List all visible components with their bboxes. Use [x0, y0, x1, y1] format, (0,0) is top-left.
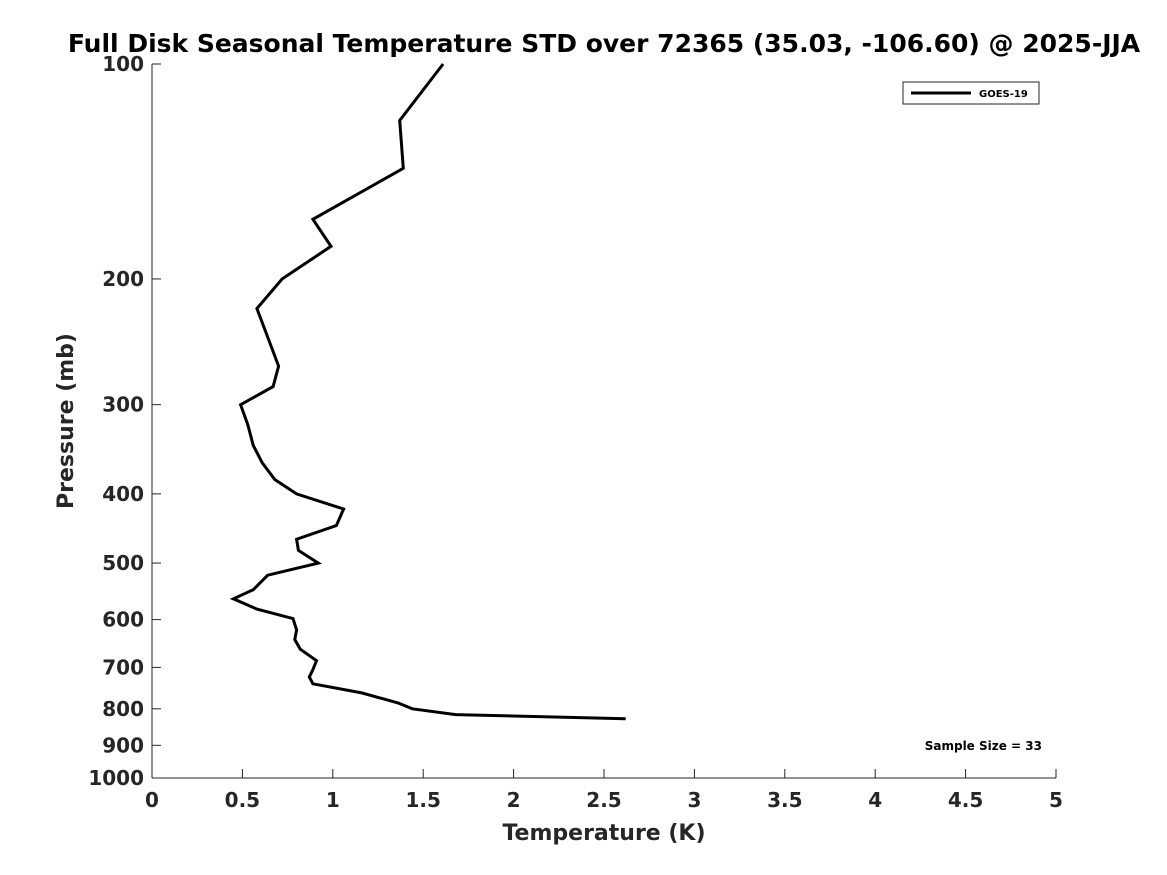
x-tick-label: 0: [145, 788, 159, 812]
y-tick-label: 700: [102, 655, 144, 679]
legend-entry-goes-19: GOES-19: [979, 89, 1028, 100]
x-tick-label: 5: [1049, 788, 1063, 812]
y-tick-label: 100: [102, 52, 144, 76]
y-tick-label: 400: [102, 482, 144, 506]
y-tick-label: 1000: [88, 766, 144, 790]
x-tick-label: 4: [868, 788, 882, 812]
x-tick-label: 2.5: [586, 788, 621, 812]
y-tick-label: 600: [102, 608, 144, 632]
x-tick-label: 4.5: [948, 788, 983, 812]
x-tick-label: 1: [326, 788, 340, 812]
x-tick-label: 2: [507, 788, 521, 812]
x-axis-label: Temperature (K): [502, 821, 705, 846]
sample-size-annotation: Sample Size = 33: [925, 739, 1042, 753]
plot-axes: [151, 64, 1056, 779]
series-line-goes-19: [229, 63, 626, 721]
legend: GOES-19: [902, 81, 1040, 105]
x-tick-label: 3.5: [767, 788, 802, 812]
x-tick-group: 0 0.5 1 1.5 2 2.5 3 3.5 4 4.5 5: [145, 769, 1063, 812]
x-tick-label: 3: [687, 788, 701, 812]
y-tick-group: 100 200 300 400 500 600 700 800 900 1000: [88, 52, 161, 790]
y-tick-label: 900: [102, 733, 144, 757]
y-tick-label: 200: [102, 267, 144, 291]
x-tick-label: 0.5: [225, 788, 260, 812]
x-tick-label: 1.5: [405, 788, 440, 812]
y-tick-label: 300: [102, 393, 144, 417]
y-tick-label: 800: [102, 697, 144, 721]
y-tick-label: 500: [102, 551, 144, 575]
series-layer: [229, 63, 626, 721]
y-axis-label: Pressure (mb): [54, 333, 79, 509]
chart-title: Full Disk Seasonal Temperature STD over …: [68, 29, 1141, 58]
